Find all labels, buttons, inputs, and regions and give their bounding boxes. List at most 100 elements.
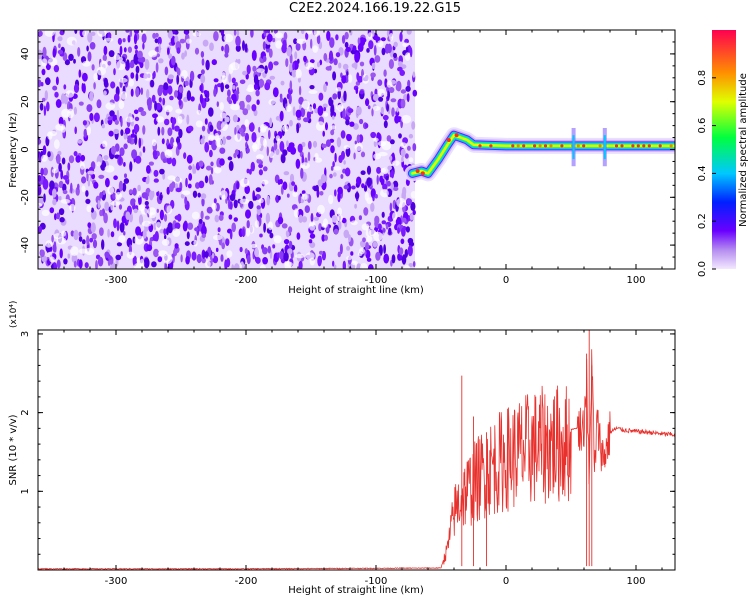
noise-gap	[156, 116, 164, 123]
noise-gap	[166, 205, 173, 215]
noise-blob	[208, 174, 213, 185]
noise-blob	[280, 154, 286, 164]
noise-blob	[187, 125, 194, 132]
noise-blob	[316, 34, 321, 45]
noise-blob	[395, 84, 400, 91]
noise-blob	[268, 61, 274, 71]
noise-blob	[406, 93, 410, 103]
snr-line	[38, 349, 675, 570]
noise-blob	[201, 125, 206, 132]
noise-gap	[300, 162, 310, 170]
noise-blob	[58, 196, 62, 201]
noise-blob	[57, 49, 64, 55]
y-tick-label: -20	[20, 189, 31, 205]
noise-blob	[63, 84, 67, 90]
snr-frame	[37, 329, 676, 571]
noise-blob	[408, 133, 414, 139]
noise-blob	[85, 190, 89, 197]
noise-gap	[350, 220, 358, 226]
noise-gap	[410, 191, 417, 199]
noise-gap	[377, 140, 387, 147]
noise-blob	[169, 95, 174, 101]
noise-blob	[218, 214, 224, 221]
noise-blob	[183, 96, 189, 103]
noise-blob	[220, 82, 224, 93]
noise-blob	[151, 94, 156, 103]
noise-blob	[262, 55, 267, 63]
noise-blob	[325, 66, 332, 71]
noise-blob	[383, 69, 387, 77]
noise-blob	[73, 260, 77, 268]
noise-blob	[184, 50, 188, 57]
noise-blob	[220, 254, 224, 262]
noise-blob	[246, 168, 250, 174]
noise-gap	[220, 121, 228, 131]
noise-gap	[377, 88, 385, 96]
noise-gap	[373, 137, 379, 142]
noise-blob	[294, 51, 298, 60]
noise-blob	[93, 112, 100, 123]
noise-blob	[320, 174, 327, 184]
spectrogram-x-ticks: -300 -200 -100 0 100	[37, 30, 663, 286]
noise-blob	[365, 249, 371, 259]
noise-gap	[305, 252, 315, 260]
noise-gap	[195, 120, 203, 128]
noise-blob	[139, 151, 142, 157]
noise-blob	[146, 244, 153, 252]
noise-gap	[133, 263, 143, 269]
noise-blob	[345, 119, 350, 126]
noise-blob	[343, 90, 347, 102]
noise-gap	[161, 239, 170, 246]
noise-blob	[198, 180, 205, 189]
noise-blob	[176, 67, 181, 76]
noise-blob	[123, 143, 128, 150]
noise-gap	[66, 36, 77, 46]
noise-blob	[256, 99, 260, 105]
x-tick-label: -100	[365, 576, 388, 587]
noise-blob	[215, 247, 219, 252]
noise-blob	[53, 64, 60, 73]
noise-blob	[199, 93, 203, 104]
noise-blob	[158, 43, 161, 54]
noise-blob	[403, 93, 408, 101]
noise-blob	[138, 137, 142, 149]
noise-blob	[329, 173, 333, 179]
noise-blob	[180, 254, 183, 263]
noise-blob	[359, 90, 364, 95]
noise-blob	[85, 198, 91, 204]
noise-blob	[235, 44, 241, 52]
noise-blob	[153, 248, 159, 258]
noise-blob	[62, 189, 68, 195]
noise-blob	[47, 151, 51, 158]
noise-blob	[237, 58, 241, 64]
noise-blob	[313, 216, 319, 221]
noise-gap	[330, 125, 337, 130]
noise-blob	[375, 251, 381, 261]
noise-blob	[67, 253, 71, 259]
noise-blob	[141, 192, 148, 199]
colorbar-tick-label: 0.2	[697, 213, 708, 229]
noise-blob	[278, 250, 284, 260]
noise-blob	[337, 186, 343, 195]
track-streak	[572, 135, 575, 160]
noise-blob	[201, 58, 205, 66]
noise-blob	[122, 182, 127, 192]
spectrogram-y-label: Frequency (Hz)	[8, 112, 19, 188]
noise-blob	[384, 78, 388, 88]
noise-blob	[176, 47, 181, 54]
noise-blob	[316, 61, 321, 68]
noise-blob	[354, 52, 360, 63]
noise-gap	[151, 139, 157, 147]
noise-blob	[73, 151, 78, 157]
noise-blob	[221, 242, 225, 250]
noise-blob	[163, 228, 167, 236]
noise-gap	[60, 199, 71, 204]
noise-blob	[407, 79, 411, 88]
signal-track	[404, 127, 675, 182]
noise-blob	[134, 134, 138, 146]
noise-blob	[323, 83, 327, 93]
noise-blob	[273, 61, 279, 66]
noise-blob	[371, 108, 374, 117]
noise-blob	[137, 50, 143, 59]
noise-gap	[335, 87, 342, 92]
